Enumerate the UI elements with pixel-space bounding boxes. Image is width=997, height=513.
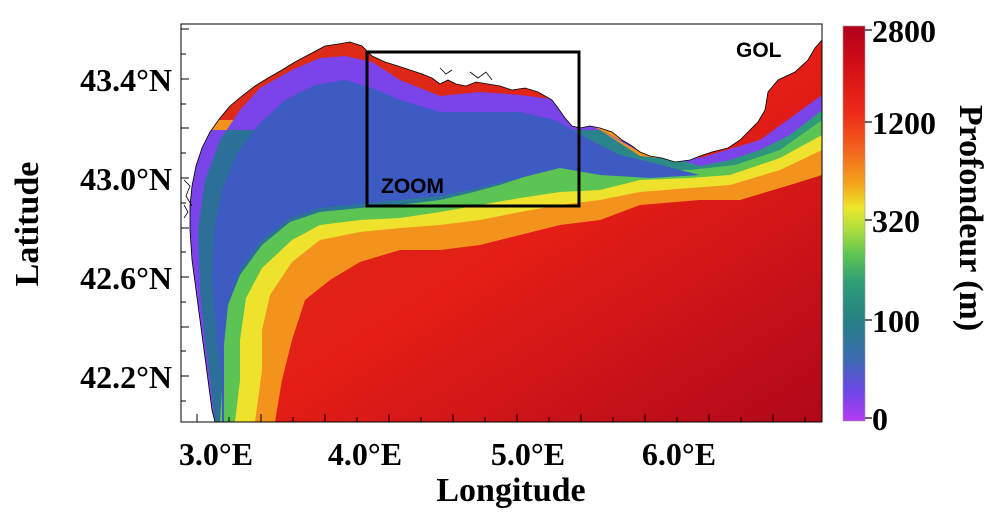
plot-frame (180, 23, 823, 423)
land-mass (181, 24, 822, 422)
colorbar-gradient (843, 26, 865, 421)
colorbar-frame (842, 25, 866, 422)
x-tick-label-4-0: 4.0°E (328, 436, 402, 472)
zoom-label: ZOOM (381, 175, 444, 198)
colorbar-ticks (865, 29, 872, 419)
y-axis-title: Latitude (9, 162, 46, 287)
y-tick-label-43-4: 43.4°N (80, 62, 172, 98)
colorbar-tick-2800: 2800 (872, 13, 936, 49)
x-axis-ticks (196, 414, 806, 422)
coastal-lagoons (183, 67, 493, 219)
colorbar-tick-100: 100 (872, 303, 920, 339)
x-tick-label-3-0: 3.0°E (179, 436, 253, 472)
region-label-gol: GOL (736, 39, 782, 62)
map-plot-area (181, 24, 822, 422)
x-axis-title: Longitude (436, 472, 585, 509)
y-tick-label-42-2: 42.2°N (80, 359, 172, 395)
x-tick-label-5-0: 5.0°E (491, 436, 565, 472)
y-tick-label-42-6: 42.6°N (80, 260, 172, 296)
x-tick-label-6-0: 6.0°E (642, 436, 716, 472)
zoom-box (365, 50, 581, 208)
colorbar-tick-0: 0 (872, 401, 888, 437)
colorbar-tick-320: 320 (872, 203, 920, 239)
colorbar-title: Profondeur (m) (952, 105, 989, 331)
colorbar-tick-1200: 1200 (872, 105, 936, 141)
y-tick-label-43-0: 43.0°N (80, 161, 172, 197)
y-axis-ticks (181, 28, 189, 402)
